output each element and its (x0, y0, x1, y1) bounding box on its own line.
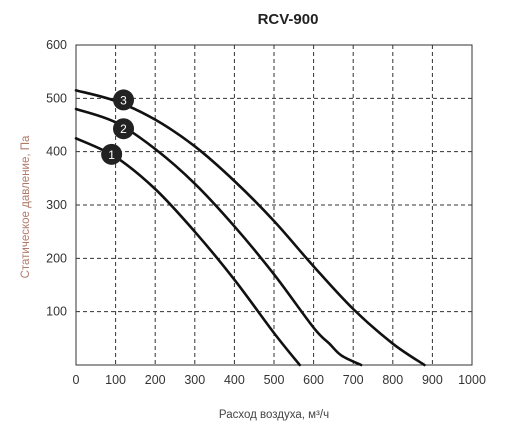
plot-frame (75, 44, 473, 366)
series-line-1 (74, 137, 302, 367)
x-tick-label: 400 (224, 373, 245, 387)
x-tick-label: 200 (145, 373, 166, 387)
series-marker-circle (101, 143, 123, 165)
x-tick-label: 1000 (458, 373, 486, 387)
series-marker-label: 1 (108, 148, 115, 162)
y-axis-ticks: 100 200 300 400 500 600 (46, 38, 67, 319)
y-tick-label: 100 (46, 305, 67, 319)
y-tick-label: 200 (46, 251, 67, 265)
series-line-2 (74, 107, 363, 367)
y-tick-label: 400 (46, 145, 67, 159)
series-marker-circle (113, 89, 135, 111)
x-axis-label: Расход воздуха, м³/ч (219, 409, 329, 421)
x-tick-label: 100 (105, 373, 126, 387)
series-marker-label: 3 (120, 93, 127, 107)
series-line-3 (74, 89, 426, 367)
series-marker-2: 2 (113, 118, 135, 140)
x-tick-label: 800 (382, 373, 403, 387)
y-tick-label: 600 (46, 38, 67, 52)
series-marker-1: 1 (101, 143, 123, 165)
y-tick-label: 300 (46, 198, 67, 212)
y-tick-label: 500 (46, 91, 67, 105)
x-tick-label: 500 (264, 373, 285, 387)
x-tick-label: 600 (303, 373, 324, 387)
x-tick-label: 700 (343, 373, 364, 387)
y-axis-label: Статическое давление, Па (20, 135, 32, 278)
x-tick-label: 300 (184, 373, 205, 387)
grid (76, 45, 472, 365)
series-marker-3: 3 (113, 89, 135, 111)
x-tick-label: 0 (73, 373, 80, 387)
series-marker-circle (113, 118, 135, 140)
series-marker-label: 2 (120, 122, 127, 136)
x-tick-label: 900 (422, 373, 443, 387)
series-markers: 12 3 (101, 89, 135, 165)
chart-title: RCV-900 (258, 11, 319, 28)
x-axis-ticks: 0 100 200 300 400 500 600 700 800 900 1000 (73, 373, 486, 387)
